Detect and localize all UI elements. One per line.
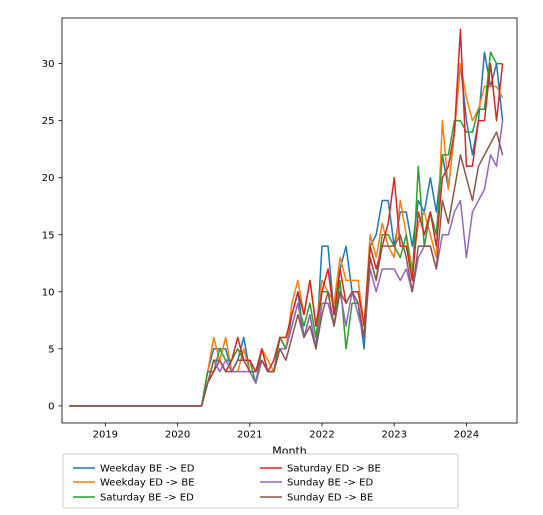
- y-tick-label: 10: [42, 287, 55, 298]
- legend: Weekday BE -> ED Weekday ED -> BE Saturday…: [63, 454, 458, 508]
- legend-label: Sunday ED -> BE: [287, 493, 373, 504]
- legend-label: Sunday BE -> ED: [287, 478, 373, 489]
- x-tick-label: 2024: [454, 430, 479, 441]
- y-tick-label: 5: [48, 344, 54, 355]
- x-tick-label: 2022: [309, 430, 334, 441]
- x-tick-label: 2020: [165, 430, 190, 441]
- x-axis: 2019 2020 2021 2022 2023 2024: [93, 423, 480, 441]
- x-tick-label: 2019: [93, 430, 118, 441]
- legend-label: Weekday BE -> ED: [100, 464, 195, 475]
- line-chart: 201920202021202220232024Month05101520253…: [0, 0, 543, 515]
- y-tick-label: 30: [42, 59, 55, 70]
- legend-label: Saturday BE -> ED: [100, 493, 194, 504]
- legend-label: Saturday ED -> BE: [287, 464, 381, 475]
- y-tick-label: 25: [42, 116, 55, 127]
- x-tick-label: 2021: [237, 430, 262, 441]
- legend-label: Weekday ED -> BE: [100, 478, 195, 489]
- x-tick-label: 2023: [381, 430, 406, 441]
- y-tick-label: 20: [42, 173, 55, 184]
- y-tick-label: 0: [48, 401, 54, 412]
- y-axis: 0 5 10 15 20 25 30: [42, 59, 62, 412]
- y-tick-label: 15: [42, 230, 55, 241]
